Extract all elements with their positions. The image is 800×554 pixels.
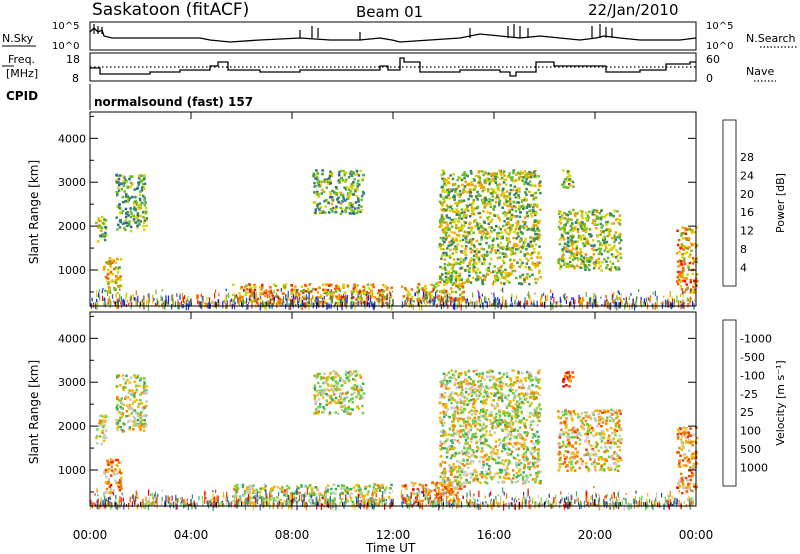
n-search-label: N.Search: [746, 32, 796, 45]
velocity-ytick-label: 3000: [58, 376, 86, 389]
station-title: Saskatoon (fitACF): [92, 0, 249, 20]
power-echo-region-0: [95, 215, 108, 243]
freq-tick-top: 18: [66, 53, 80, 66]
power-echo-region-4: [312, 169, 366, 216]
nave-tick-bottom: 0: [706, 72, 713, 85]
sky-tick-bottom: 10^0: [52, 41, 79, 52]
time-tick-label: 00:00: [73, 528, 108, 542]
velocity-echo-region-6: [438, 369, 542, 486]
velocity-colorbar-title: Velocity [m s⁻¹]: [774, 360, 787, 445]
cpid-label: CPID: [6, 89, 38, 103]
velocity-echo-region-1: [103, 457, 123, 495]
n-sky-spikes: [93, 24, 613, 40]
power-colorbar-label: 8: [740, 243, 747, 256]
velocity-colorbar-frame: [722, 319, 737, 487]
freq-trace: [90, 57, 696, 77]
velocity-ytick-label: 1000: [58, 464, 86, 477]
power-ytick-label: 2000: [58, 220, 86, 233]
power-y-ticks: 1000 2000 3000 4000: [58, 115, 696, 293]
freq-label: Freq.: [8, 53, 35, 66]
power-echo-layer: [90, 169, 699, 311]
power-colorbar-label: 16: [740, 206, 754, 219]
velocity-echo-region-2: [115, 374, 148, 433]
power-colorbar-label: 24: [740, 169, 754, 182]
velocity-echo-region-8: [562, 370, 575, 388]
n-sky-trace: [89, 27, 697, 43]
velocity-colorbar-label: 500: [740, 443, 761, 456]
time-tick-label: 08:00: [275, 528, 310, 542]
velocity-frame: [89, 311, 697, 507]
nave-label: Nave: [746, 65, 774, 78]
time-tick-label: 00:00: [679, 528, 714, 542]
velocity-y-ticks: 1000 2000 3000 4000: [58, 315, 696, 493]
velocity-colorbar-label: -100: [740, 369, 765, 382]
cpid-panel: CPID normalsound (fast) 157: [6, 84, 253, 110]
velocity-echo-region-0: [95, 414, 108, 446]
velocity-colorbar-label: -1000: [740, 332, 772, 345]
power-echo-region-6: [438, 169, 542, 286]
power-echo-region-8: [561, 169, 575, 189]
n-sky-label: N.Sky: [2, 32, 34, 45]
power-colorbar-frame: [722, 119, 737, 287]
search-tick-bottom: 10^0: [706, 41, 733, 52]
date-title: 22/Jan/2010: [588, 1, 679, 19]
velocity-panel: 1000 2000 3000 4000 Slant Range [km] 1000 50…: [27, 311, 787, 511]
power-frame: [89, 111, 697, 307]
velocity-colorbar-label: -25: [740, 388, 758, 401]
power-echo-region-2: [115, 173, 148, 233]
velocity-near-range-scatter: [90, 486, 694, 511]
velocity-echo-region-9: [676, 426, 699, 495]
power-colorbar-label: 28: [740, 151, 754, 164]
velocity-ytick-label: 4000: [58, 332, 86, 345]
velocity-colorbar-label: -500: [740, 351, 765, 364]
time-tick-label: 16:00: [477, 528, 512, 542]
freq-nave-panel: Freq. [MHz] 18 8 60 0 Nave: [2, 52, 776, 85]
velocity-echo-region-7: [557, 408, 623, 473]
velocity-echo-region-4: [313, 369, 366, 416]
power-echo-region-7: [557, 208, 623, 272]
velocity-colorbar-label: 25: [740, 406, 754, 419]
power-colorbar: 4 8 12 16 20 24 28 Power [dB]: [722, 119, 787, 287]
power-colorbar-label: 20: [740, 188, 754, 201]
velocity-ylabel: Slant Range [km]: [27, 360, 41, 464]
power-echo-region-9: [675, 226, 699, 294]
power-colorbar-label: 12: [740, 225, 754, 238]
power-panel: 1000 2000 3000 4000 Slant Range [km] 4 8 12 16…: [27, 111, 787, 311]
velocity-colorbar: 1000 500 100 25 -25 -100 -500 -1000 Velocity [m …: [722, 319, 787, 487]
power-ytick-label: 4000: [58, 132, 86, 145]
search-tick-top: 10^5: [706, 21, 733, 32]
power-ytick-label: 1000: [58, 264, 86, 277]
velocity-colorbar-label: 100: [740, 425, 761, 438]
power-ylabel: Slant Range [km]: [27, 160, 41, 264]
freq-tick-bottom: 8: [72, 72, 79, 85]
cpid-text: normalsound (fast) 157: [94, 95, 253, 109]
power-ytick-label: 3000: [58, 176, 86, 189]
velocity-ytick-label: 2000: [58, 420, 86, 433]
beam-title: Beam 01: [356, 3, 423, 21]
time-tick-label: 20:00: [578, 528, 613, 542]
time-axis: 00:00 04:00 08:00 12:00 16:00 20:00 00:00: [73, 112, 714, 542]
time-axis-title: Time UT: [365, 541, 416, 554]
sky-search-panel: N.Sky 10^5 10^0 10^5 10^0 N.Search: [2, 21, 797, 52]
power-colorbar-label: 4: [740, 262, 747, 275]
freq-unit-label: [MHz]: [6, 67, 38, 80]
time-tick-label: 12:00: [376, 528, 411, 542]
velocity-colorbar-label: 1000: [740, 462, 768, 475]
time-tick-label: 04:00: [174, 528, 209, 542]
velocity-echo-layer: [90, 369, 699, 511]
power-colorbar-title: Power [dB]: [774, 173, 787, 233]
nave-tick-top: 60: [706, 53, 720, 66]
sky-tick-top: 10^5: [52, 21, 79, 32]
